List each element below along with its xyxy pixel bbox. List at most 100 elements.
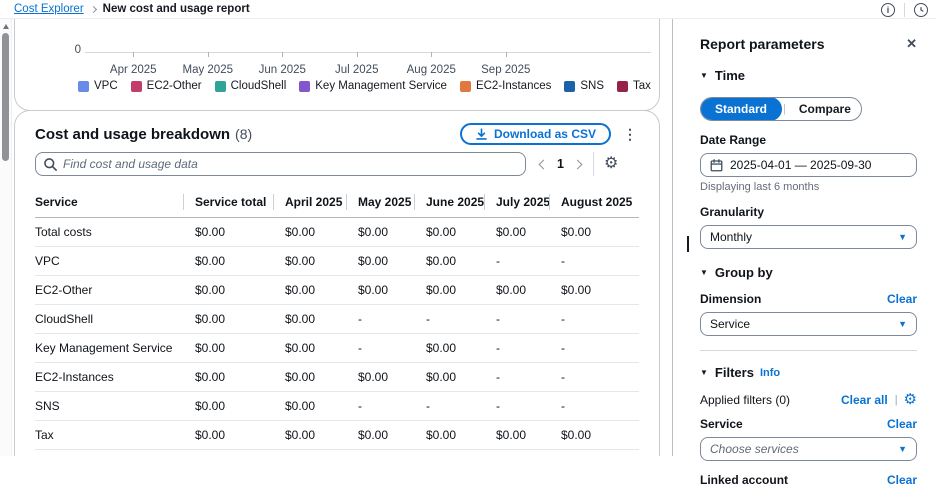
- service-name-cell: Key Management Service: [35, 341, 173, 355]
- select-caret-icon: ▼: [898, 319, 907, 329]
- dimension-clear-link[interactable]: Clear: [886, 292, 917, 306]
- close-panel-icon[interactable]: ✕: [906, 36, 917, 51]
- legend-item[interactable]: Key Management Service: [299, 80, 447, 92]
- service-total-cell: $0.00: [195, 312, 226, 326]
- service-name-cell: SNS: [35, 399, 60, 413]
- may-cell: $0.00: [358, 370, 389, 384]
- july-cell: -: [496, 399, 500, 413]
- vertical-scrollbar[interactable]: [0, 19, 12, 456]
- column-header[interactable]: June 2025: [414, 187, 484, 217]
- service-name-cell: EC2-Other: [35, 283, 93, 297]
- filters-settings-gear-icon[interactable]: ⚙: [903, 391, 917, 408]
- chart-x-axis: [85, 52, 651, 53]
- column-header[interactable]: August 2025: [549, 187, 639, 217]
- service-total-cell: $0.00: [195, 399, 226, 413]
- column-header[interactable]: July 2025: [484, 187, 549, 217]
- page-number[interactable]: 1: [557, 157, 564, 171]
- legend-item[interactable]: CloudShell: [214, 80, 286, 92]
- column-header[interactable]: May 2025: [346, 187, 414, 217]
- table-actions-menu-icon[interactable]: ⋮: [623, 126, 637, 142]
- table-search: [35, 152, 526, 176]
- service-clear-link[interactable]: Clear: [886, 417, 917, 431]
- chart-legend: VPC EC2-Other CloudShell Key Management …: [78, 80, 651, 92]
- service-total-cell: $0.00: [195, 254, 226, 268]
- chart-x-label: Sep 2025: [469, 52, 544, 76]
- granularity-label: Granularity: [700, 205, 765, 219]
- filters-section-header[interactable]: ▼ Filters Info: [700, 365, 781, 380]
- table-row[interactable]: Tax $0.00 $0.00 $0.00 $0.00 $0.00 $0.00: [35, 421, 639, 450]
- group-by-section-header[interactable]: ▼ Group by: [700, 265, 773, 280]
- table-row[interactable]: SNS $0.00 $0.00 - - - -: [35, 392, 639, 421]
- prev-page-icon[interactable]: [538, 159, 549, 169]
- legend-item[interactable]: VPC: [78, 80, 118, 92]
- column-header[interactable]: April 2025: [273, 187, 346, 217]
- time-section-header[interactable]: ▼ Time: [700, 68, 746, 83]
- scrollbar-thumb[interactable]: [2, 33, 9, 161]
- breadcrumb-current: New cost and usage report: [102, 3, 250, 15]
- axis-tick: [431, 52, 433, 57]
- standard-toggle-option[interactable]: Standard: [701, 98, 783, 120]
- pipe-divider: |: [894, 393, 898, 406]
- compare-toggle-option[interactable]: Compare: [798, 102, 851, 116]
- date-range-note: Displaying last 6 months: [700, 181, 820, 193]
- search-input[interactable]: [35, 152, 526, 176]
- april-cell: $0.00: [285, 225, 316, 239]
- breadcrumb: Cost Explorer New cost and usage report: [0, 3, 250, 15]
- legend-swatch: [214, 80, 226, 92]
- legend-item[interactable]: EC2-Other: [130, 80, 202, 92]
- date-range-value: 2025-04-01 — 2025-09-30: [730, 158, 872, 172]
- clock-hands-icon: [920, 6, 924, 12]
- legend-label: EC2-Other: [146, 80, 202, 92]
- scroll-up-arrow-icon[interactable]: [2, 24, 9, 29]
- table-row[interactable]: CloudShell $0.00 $0.00 - - - -: [35, 305, 639, 334]
- table-settings-gear-icon[interactable]: ⚙: [603, 155, 619, 172]
- dimension-select[interactable]: Service ▼: [700, 312, 917, 336]
- april-cell: $0.00: [285, 428, 316, 442]
- collapse-caret-icon: ▼: [700, 368, 708, 377]
- table-row[interactable]: VPC $0.00 $0.00 $0.00 $0.00 - -: [35, 247, 639, 276]
- legend-swatch: [617, 80, 629, 92]
- legend-item[interactable]: EC2-Instances: [459, 80, 551, 92]
- table-body: Total costs $0.00 $0.00 $0.00 $0.00 $0.0…: [35, 218, 639, 450]
- info-icon[interactable]: i: [881, 2, 895, 17]
- filters-info-link[interactable]: Info: [759, 366, 781, 379]
- table-row[interactable]: Total costs $0.00 $0.00 $0.00 $0.00 $0.0…: [35, 218, 639, 247]
- date-range-input[interactable]: 2025-04-01 — 2025-09-30: [700, 153, 917, 177]
- table-row[interactable]: Key Management Service $0.00 $0.00 - $0.…: [35, 334, 639, 363]
- chart-x-labels: Apr 2025 May 2025 Jun 2025 Jul 2025 Aug …: [96, 52, 544, 76]
- august-cell: $0.00: [561, 428, 592, 442]
- clear-all-link[interactable]: Clear all: [840, 392, 888, 407]
- column-header[interactable]: Service total: [183, 187, 273, 217]
- chart-x-label: Jul 2025: [320, 52, 395, 76]
- service-total-cell: $0.00: [195, 428, 226, 442]
- granularity-select[interactable]: Monthly ▼: [700, 225, 917, 249]
- legend-label: SNS: [580, 80, 605, 92]
- clock-icon[interactable]: [914, 2, 928, 17]
- legend-item[interactable]: Tax: [617, 80, 651, 92]
- august-cell: -: [561, 341, 565, 355]
- pagination: 1: [538, 157, 583, 171]
- table-row[interactable]: EC2-Instances $0.00 $0.00 $0.00 $0.00 - …: [35, 363, 639, 392]
- next-page-icon[interactable]: [572, 159, 583, 169]
- column-header[interactable]: Service: [35, 195, 78, 209]
- choose-services-select[interactable]: Choose services ▼: [700, 437, 917, 461]
- table-row[interactable]: EC2-Other $0.00 $0.00 $0.00 $0.00 $0.00 …: [35, 276, 639, 305]
- download-csv-button[interactable]: Download as CSV: [459, 123, 611, 145]
- collapse-caret-icon: ▼: [700, 71, 708, 80]
- breadcrumb-separator-icon: [89, 5, 97, 14]
- july-cell: -: [496, 341, 500, 355]
- service-name-cell: VPC: [35, 254, 60, 268]
- axis-tick: [207, 52, 209, 57]
- linked-account-label: Linked account: [700, 473, 789, 487]
- july-cell: -: [496, 254, 500, 268]
- breadcrumb-link-cost-explorer[interactable]: Cost Explorer: [14, 3, 84, 15]
- service-filter-label: Service: [700, 417, 743, 431]
- legend-label: Key Management Service: [315, 80, 447, 92]
- legend-swatch: [564, 80, 576, 92]
- legend-item[interactable]: SNS: [564, 80, 604, 92]
- linked-account-clear-link[interactable]: Clear: [886, 473, 917, 487]
- chart-x-label: Apr 2025: [96, 52, 171, 76]
- search-icon: [44, 157, 57, 171]
- chart-y-zero-label: 0: [74, 44, 81, 56]
- time-mode-toggle: Standard | Compare: [700, 97, 862, 121]
